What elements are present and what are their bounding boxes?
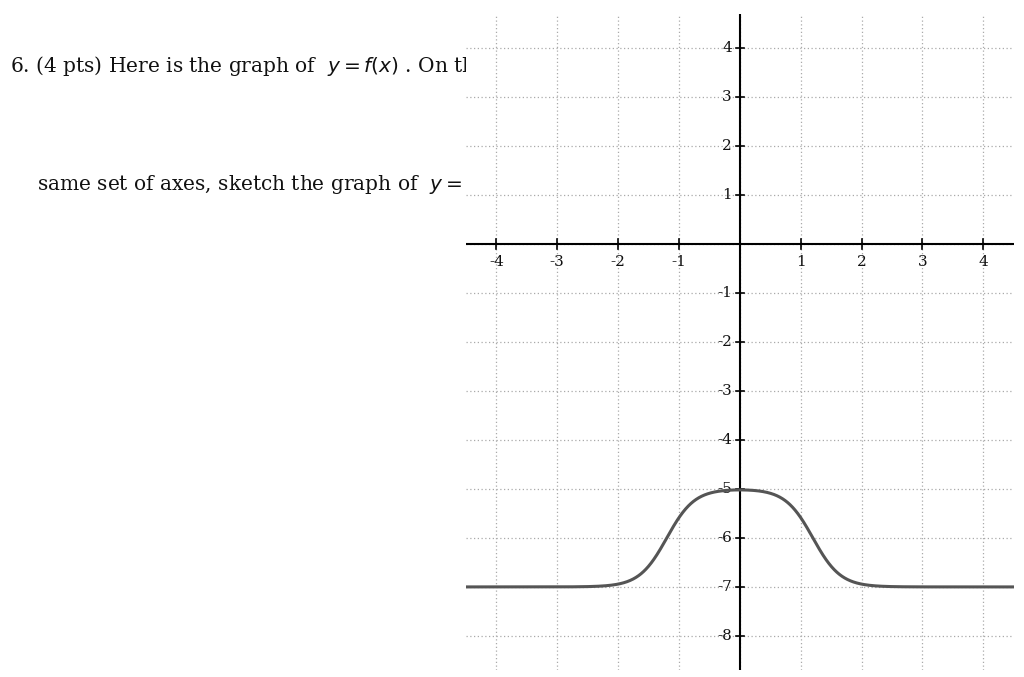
Text: -4: -4: [488, 255, 504, 269]
Text: -3: -3: [717, 384, 732, 398]
Text: -1: -1: [672, 255, 686, 269]
Text: -5: -5: [717, 482, 732, 496]
Text: -2: -2: [610, 255, 626, 269]
Text: -7: -7: [717, 580, 732, 594]
Text: -3: -3: [550, 255, 564, 269]
Text: -6: -6: [717, 531, 732, 545]
Text: 4: 4: [722, 41, 732, 55]
Text: -4: -4: [717, 433, 732, 447]
Text: -8: -8: [717, 629, 732, 643]
Text: same set of axes, sketch the graph of  $y=f\,'(x)$ .: same set of axes, sketch the graph of $y…: [37, 173, 522, 198]
Text: 6. (4 pts) Here is the graph of  $y=f(x)$ . On the: 6. (4 pts) Here is the graph of $y=f(x)$…: [10, 54, 487, 78]
Text: 1: 1: [796, 255, 806, 269]
Text: -2: -2: [717, 335, 732, 349]
Text: 3: 3: [918, 255, 928, 269]
Text: 1: 1: [722, 188, 732, 202]
Text: 2: 2: [722, 139, 732, 153]
Text: 3: 3: [722, 90, 732, 104]
Text: 4: 4: [979, 255, 988, 269]
Text: -1: -1: [717, 286, 732, 300]
Text: 2: 2: [857, 255, 866, 269]
